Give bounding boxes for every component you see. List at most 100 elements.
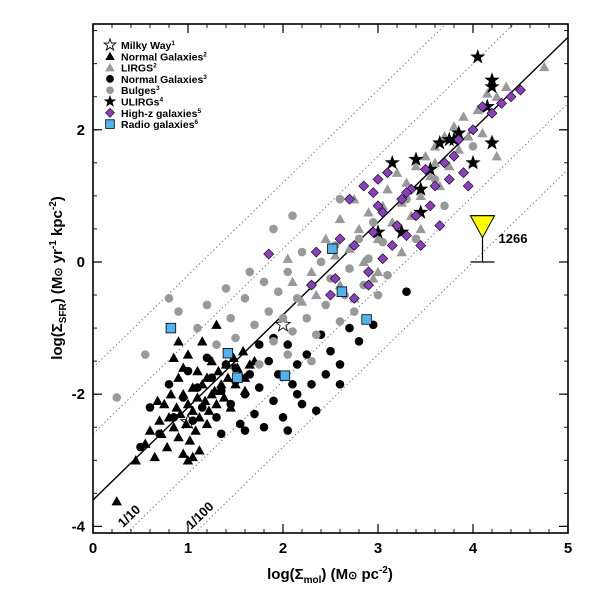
bulges-point [112, 393, 122, 402]
normal-galaxies-point [335, 360, 345, 369]
high-z-galaxies-point [462, 180, 474, 192]
normal-galaxies-point [321, 370, 331, 379]
bulges-point [297, 247, 307, 257]
lirgs-point [368, 273, 379, 283]
x-axis-title-end: ) [388, 566, 393, 583]
radio-galaxies-point [232, 372, 243, 383]
legend-label-text: Normal Galaxies [121, 74, 203, 86]
normal-galaxies-point [244, 359, 255, 369]
normal-galaxies-point [154, 415, 165, 425]
normal-galaxies-point [144, 425, 156, 435]
bulges-point [307, 356, 316, 366]
bulges-point [321, 300, 331, 310]
lirgs-point [306, 266, 317, 277]
bulges-point [288, 327, 297, 336]
normal-galaxies-point [240, 426, 250, 435]
high-z-galaxies-point [458, 167, 469, 179]
ulirgs-point [446, 131, 462, 147]
normal-galaxies-point [199, 395, 211, 405]
high-z-galaxies-point [382, 167, 393, 179]
high-z-galaxies-point [448, 150, 460, 162]
legend-label-text: Milky Way [121, 40, 172, 52]
high-z-galaxies-point [363, 266, 374, 278]
high-z-galaxies-point [325, 289, 336, 301]
high-z-galaxies-point [396, 193, 408, 205]
high-z-galaxies-point [358, 180, 370, 192]
x-tick-label: 5 [564, 540, 572, 557]
lirgs-point [429, 157, 441, 167]
bulges-point [316, 257, 326, 267]
normal-galaxies-point [173, 336, 184, 346]
high-z-galaxies-point [486, 107, 498, 119]
bulges-point [283, 350, 293, 359]
high-z-galaxies-point [420, 164, 431, 175]
bulges-point [174, 307, 183, 316]
radio-galaxies-point [336, 286, 348, 297]
normal-galaxies-point [354, 336, 364, 346]
series-ulirgs-5 [370, 49, 500, 239]
series-normal-galaxies-3 [136, 287, 411, 452]
high-z-galaxies-point [344, 193, 355, 205]
lirgs-point [491, 91, 502, 101]
lirgs-point [448, 121, 460, 131]
high-z-galaxies-point [443, 173, 455, 185]
y-axis-title-pre: log(Σ [49, 323, 66, 360]
ulirgs-point [465, 154, 481, 170]
lirgs-point [477, 127, 488, 138]
normal-galaxies-point [180, 418, 192, 429]
normal-galaxies-point [168, 422, 179, 432]
lirgs-point [410, 160, 422, 171]
bulges-point [368, 218, 378, 227]
bulges-point [468, 141, 478, 151]
legend-marker-milky-way [102, 37, 118, 52]
radio-galaxies-point [165, 322, 177, 334]
high-z-galaxies-point [367, 187, 379, 198]
ulirgs-point [384, 154, 400, 170]
normal-galaxies-point [245, 370, 255, 379]
high-z-galaxies-point [377, 253, 389, 265]
normal-galaxies-point [254, 340, 264, 349]
ulirgs-point [413, 181, 429, 196]
high-z-galaxies-point [334, 233, 346, 245]
normal-galaxies-point [184, 435, 196, 445]
y-axis-title-post: ) (M [49, 277, 66, 304]
normal-galaxies-point [283, 426, 293, 435]
y-axis-title-end: ) [49, 196, 66, 201]
lirgs-point [415, 223, 426, 234]
normal-galaxies-point [269, 396, 278, 406]
ratio-line-5 [194, 169, 569, 534]
normal-galaxies-point [206, 355, 217, 366]
normal-galaxies-point [345, 323, 354, 333]
lirgs-point [482, 88, 493, 98]
high-z-galaxies-point [439, 157, 450, 169]
high-z-galaxies-point [391, 220, 403, 232]
legend-marker-high-z-galaxies [105, 107, 115, 118]
normal-galaxies-point [193, 383, 202, 392]
normal-galaxies-point [221, 360, 231, 369]
lirgs-point [330, 250, 341, 260]
high-z-galaxies-point [372, 200, 384, 212]
data-points [111, 49, 550, 506]
bulges-point [269, 224, 278, 234]
normal-galaxies-point [278, 413, 288, 422]
x-tick-label: 2 [279, 540, 287, 557]
high-z-galaxies-point [310, 246, 322, 258]
bulges-point [283, 267, 293, 277]
normal-galaxies-point [283, 340, 293, 349]
high-z-galaxies-point [329, 273, 341, 284]
lirgs-point [296, 296, 308, 306]
lirgs-point [429, 141, 441, 151]
normal-galaxies-point [165, 388, 177, 399]
normal-galaxies-point [203, 405, 215, 415]
normal-galaxies-point [207, 373, 217, 382]
normal-galaxies-point [213, 365, 224, 376]
bulges-point [349, 307, 359, 316]
x-axis-title-sup: -2 [379, 565, 388, 576]
normal-galaxies-point [175, 408, 186, 419]
bulges-point [364, 254, 373, 263]
legend-label-text: Bulges [121, 85, 156, 97]
normal-galaxies-point [250, 409, 259, 419]
normal-galaxies-point [182, 455, 194, 465]
